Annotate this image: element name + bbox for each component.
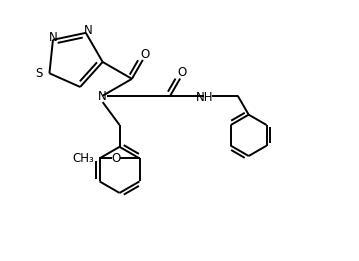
Text: S: S — [35, 67, 42, 80]
Text: CH₃: CH₃ — [72, 152, 94, 165]
Text: O: O — [140, 48, 149, 61]
Text: N: N — [48, 31, 57, 44]
Text: N: N — [98, 90, 107, 103]
Text: O: O — [177, 67, 187, 79]
Text: NH: NH — [196, 91, 214, 104]
Text: N: N — [83, 24, 92, 37]
Text: O: O — [111, 152, 120, 165]
